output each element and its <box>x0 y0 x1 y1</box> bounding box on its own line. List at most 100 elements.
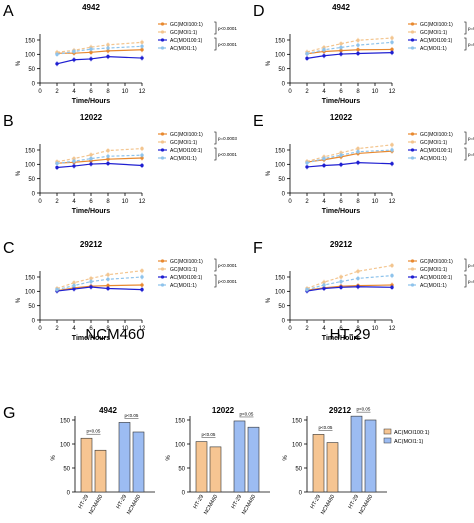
panel-e-legend-marker <box>410 140 415 144</box>
panel-b-series-line <box>56 147 143 163</box>
panel-d-sig-label: p=0.0048 <box>468 42 474 47</box>
panel-g-legend-swatch <box>383 437 392 444</box>
panel-f-data-point <box>356 269 360 273</box>
panel-f-data-point <box>356 276 360 281</box>
panel-e-y-tick-label: 50 <box>278 177 285 183</box>
panel-e-data-point <box>390 143 394 147</box>
panel-a-legend-marker <box>160 22 165 26</box>
panel-c-title: 29212 <box>80 240 103 249</box>
panel-g1-bar <box>94 449 107 493</box>
panel-a-data-point <box>140 56 144 60</box>
panel-g2-x-tick-label: HT-29 <box>193 494 206 510</box>
panel-a-sig-bracket <box>214 37 217 51</box>
panel-f-x-tick-label: 0 <box>288 326 292 332</box>
panel-c-x-tick-label: 2 <box>55 326 59 332</box>
panel-f-series-line <box>306 274 393 291</box>
panel-b-data-point <box>140 163 144 168</box>
panel-e-data-point <box>322 156 326 161</box>
panel-a-x-tick-label: 2 <box>55 89 59 95</box>
panel-a-y-tick-label: 150 <box>25 38 36 44</box>
panel-d-legend-marker <box>410 38 415 42</box>
panel-c-x-label: Time/Hours <box>72 335 110 342</box>
panel-e-x-tick-label: 12 <box>389 199 396 205</box>
panel-f-sig-label: p=0.0033 <box>468 279 474 284</box>
panel-a-y-tick-label: 100 <box>25 53 36 59</box>
panel-a-legend-marker <box>160 46 165 50</box>
panel-c-legend-label: GC(MOI1:1) <box>170 267 198 273</box>
panel-c-sig-bracket <box>214 274 217 288</box>
panel-f-legend-label: AC(MOI100:1) <box>420 275 453 281</box>
panel-e-x-tick-label: 8 <box>356 199 360 205</box>
panel-e-series-line <box>306 150 393 163</box>
panel-d-data-point <box>339 52 343 56</box>
panel-c-data-point <box>89 276 93 281</box>
panel-a-sig-label: p<0.0001 <box>218 26 237 31</box>
panel-e-y-tick-label: 100 <box>275 163 286 169</box>
panel-a-y-label: % <box>16 60 22 66</box>
panel-a-x-tick-label: 12 <box>139 89 146 95</box>
panel-f-y-tick-label: 100 <box>275 290 286 296</box>
panel-f-data-point <box>339 285 343 290</box>
panel-c-legend-label: AC(MOI100:1) <box>170 275 203 281</box>
panel-d-series-line <box>306 52 393 59</box>
panel-g1-x-tick-label: NCM460 <box>88 494 104 516</box>
panel-d-legend-label: GC(MOI1:1) <box>420 30 448 36</box>
panel-f-x-tick-label: 10 <box>372 326 379 332</box>
panel-d-data-point <box>339 42 343 46</box>
panel-e-data-point <box>356 150 360 154</box>
panel-a-title: 4942 <box>82 3 100 12</box>
panel-b-sig-bracket <box>214 131 217 145</box>
panel-e-data-point <box>339 153 343 157</box>
panel-a-legend-label: AC(MOI100:1) <box>170 38 203 44</box>
panel-c-data-point <box>140 287 144 292</box>
panel-e-data-point <box>390 148 394 152</box>
panel-g3-x-tick-label: NCM460 <box>320 494 336 516</box>
panel-e-series-line <box>306 149 393 164</box>
panel-c-legend-label: AC(MOI1:1) <box>170 283 197 289</box>
panel-b-data-point <box>55 165 59 170</box>
panel-d-y-label: % <box>266 60 272 66</box>
panel-b-sig-label: p<0.0001 <box>218 152 237 157</box>
panel-g1-x-tick-label: HT-29 <box>78 494 91 510</box>
panel-g1-bar <box>118 422 131 493</box>
panel-a-data-point <box>72 58 76 62</box>
panel-g2-title: 12022 <box>212 406 235 415</box>
panel-c-x-tick-label: 8 <box>106 326 110 332</box>
panel-f-legend-label: GC(MOI1:1) <box>420 267 448 273</box>
panel-c-data-point <box>89 279 93 284</box>
panel-f-x-tick-label: 4 <box>322 326 326 332</box>
panel-g3-x-tick-label: HT-29 <box>310 494 323 510</box>
panel-f-legend-marker <box>410 283 415 287</box>
panel-b-legend-label: AC(MOI100:1) <box>170 148 203 154</box>
panel-e-legend-marker <box>410 156 415 160</box>
panel-f-x-tick-label: 12 <box>389 326 396 332</box>
panel-b-x-tick-label: 4 <box>72 199 76 205</box>
panel-d-title: 4942 <box>332 3 350 12</box>
panel-b-x-tick-label: 0 <box>38 199 42 205</box>
panel-c-y-tick-label: 0 <box>32 318 36 324</box>
panel-f-legend-marker <box>410 267 415 271</box>
panel-a-data-point <box>72 49 76 54</box>
panel-c-legend-marker <box>160 267 165 271</box>
panel-g3-y-tick-label: 150 <box>292 418 303 424</box>
panel-g2-y-tick-label: 0 <box>182 490 186 496</box>
panel-f-data-point <box>322 286 326 291</box>
panel-g3-bar <box>364 419 377 493</box>
panel-c-data-point <box>106 277 110 281</box>
panel-d-x-tick-label: 8 <box>356 89 360 95</box>
panel-e-x-label: Time/Hours <box>322 208 360 215</box>
panel-d-y-tick-label: 100 <box>275 53 286 59</box>
panel-e-legend-marker <box>410 132 415 136</box>
panel-c-x-tick-label: 4 <box>72 326 76 332</box>
panel-a-data-point <box>89 47 93 51</box>
panel-e-data-point <box>339 162 343 167</box>
panel-g3-sig-label: p<0.05 <box>357 407 371 412</box>
panel-f-x-tick-label: 6 <box>339 326 343 332</box>
panel-a-data-point <box>89 50 93 55</box>
panel-a-x-tick-label: 8 <box>106 89 110 95</box>
panel-e-x-tick-label: 4 <box>322 199 326 205</box>
panel-d-x-tick-label: 4 <box>322 89 326 95</box>
panel-c-data-point <box>106 273 110 277</box>
panel-a-legend-label: AC(MOI1:1) <box>170 46 197 52</box>
panel-g2-y-label: % <box>166 455 172 461</box>
